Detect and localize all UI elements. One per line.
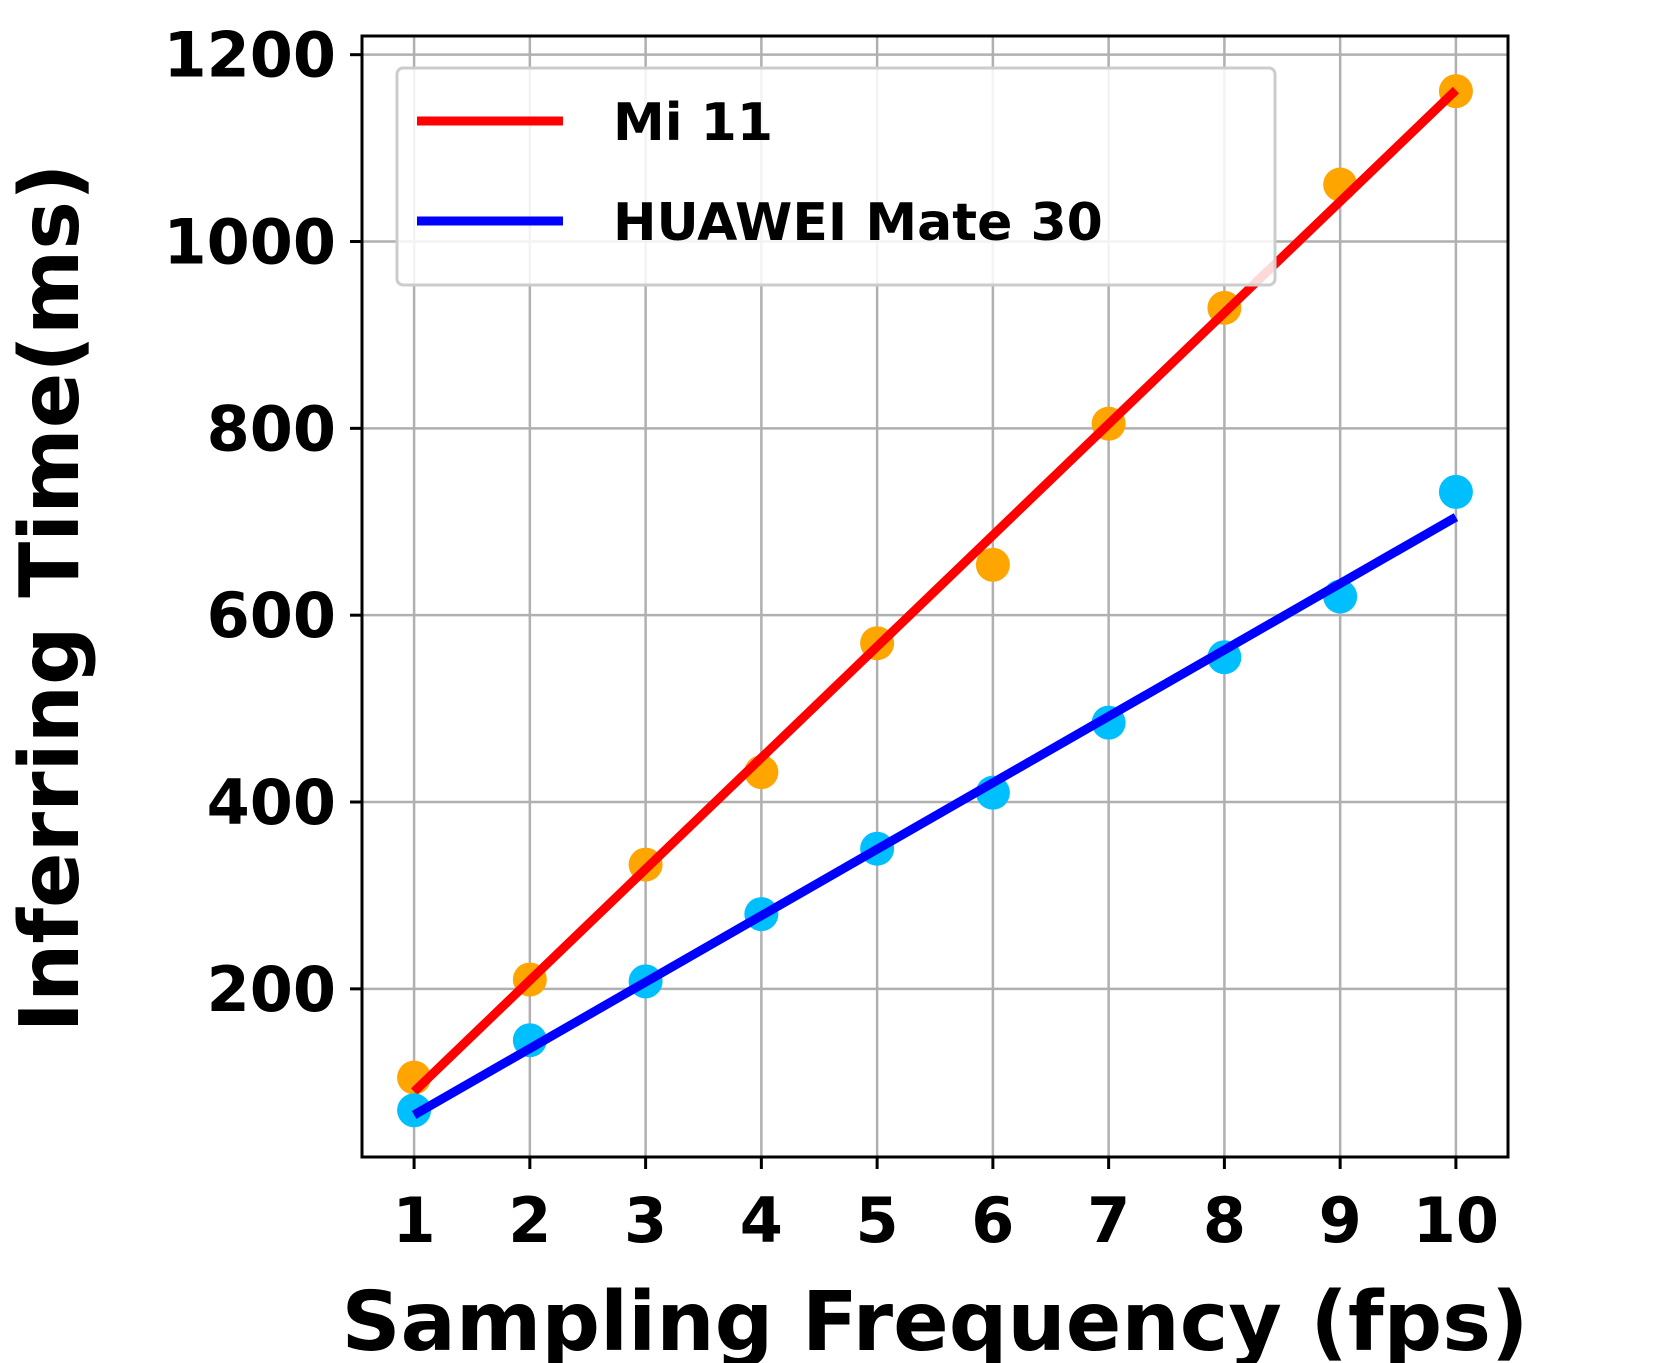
x-tick-label: 5 <box>856 1184 899 1257</box>
data-point <box>1438 474 1473 509</box>
y-tick-label: 1000 <box>163 206 336 279</box>
legend-label-mi11: Mi 11 <box>613 93 773 153</box>
y-tick-label: 600 <box>207 579 336 652</box>
y-tick-label: 400 <box>207 766 336 839</box>
plot-frame <box>360 34 1510 1159</box>
x-tick-label: 7 <box>1087 1184 1130 1257</box>
x-tick-label: 2 <box>508 1184 551 1257</box>
x-tick-label: 3 <box>624 1184 667 1257</box>
x-axis-label: Sampling Frequency (fps) <box>342 1275 1529 1363</box>
series-mi11 <box>397 74 1473 1095</box>
x-tick-label: 6 <box>971 1184 1014 1257</box>
trend-line <box>411 513 1459 1119</box>
x-tick-label: 8 <box>1203 1184 1246 1257</box>
series-huawei <box>397 474 1473 1128</box>
data-point <box>975 547 1010 582</box>
trend-line <box>410 86 1460 1095</box>
axis-ticks: 1 2 3 4 5 6 7 8 9 10 200 400 600 800 1000 1200 <box>163 19 1499 1257</box>
y-tick-label: 1200 <box>163 19 336 92</box>
y-tick-label: 200 <box>207 953 336 1026</box>
y-tick-label: 800 <box>207 392 336 465</box>
x-tick-label: 4 <box>740 1184 783 1257</box>
legend: Mi 11 HUAWEI Mate 30 <box>395 66 1277 287</box>
legend-box <box>395 66 1277 287</box>
y-axis-label: Inferring Time(ms) <box>3 163 98 1032</box>
x-tick-label: 9 <box>1319 1184 1362 1257</box>
legend-label-huawei: HUAWEI Mate 30 <box>613 193 1103 253</box>
x-tick-label: 1 <box>393 1184 436 1257</box>
series-layer <box>397 74 1473 1128</box>
x-tick-label: 10 <box>1413 1184 1499 1257</box>
